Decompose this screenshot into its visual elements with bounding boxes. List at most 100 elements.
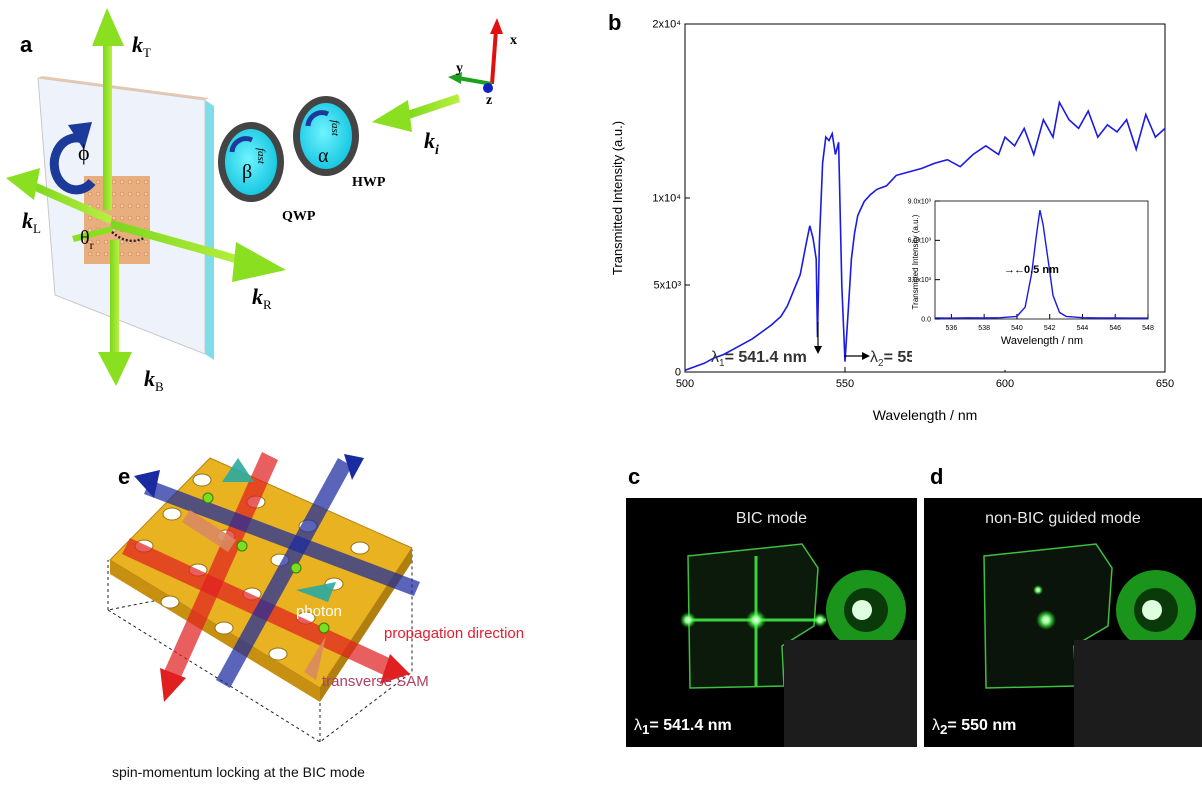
theta-ref-arrow <box>72 226 112 242</box>
chart-b-ylabel: Transmitted Intensity (a.u.) <box>610 121 625 275</box>
axis-y-line <box>457 76 493 86</box>
qwp-fast-label: fast <box>255 148 267 165</box>
panel-a-schematic: kT kL kR kB ki ϕ θr β α fast fast QWP HW… <box>6 8 517 394</box>
inset-xlabel: Wavelength / nm <box>1001 335 1083 347</box>
transverse-sam-label: transverse SAM <box>322 673 429 690</box>
k-i-label: ki <box>424 128 439 158</box>
chart-b-xtick-label-3: 650 <box>1156 378 1174 390</box>
hwp-plate <box>300 103 352 169</box>
inset-fwhm-arrow-right: → <box>1004 264 1015 276</box>
panel-e-schematic: photon propagation direction transverse … <box>106 452 524 743</box>
inset-xtick-label-1: 538 <box>978 325 990 332</box>
red-beam-2 <box>162 452 278 684</box>
k-T-arrowhead <box>92 8 124 46</box>
panel-d-scene <box>983 543 1202 747</box>
inset-background <box>912 188 1162 370</box>
panel-d-title: non-BIC guided mode <box>985 510 1141 527</box>
k-L-label: kL <box>22 208 41 236</box>
qwp-label: QWP <box>282 209 316 224</box>
alpha-label: α <box>318 145 329 167</box>
k-B-arrowhead <box>98 352 132 386</box>
k-T-arrow <box>103 40 112 210</box>
lambda1-annotation: λ1= 541.4 nm <box>711 349 807 369</box>
panel-letter-b: b <box>608 10 622 35</box>
k-R-arrowhead <box>232 242 286 282</box>
hwp-label: HWP <box>352 175 386 190</box>
inset-fwhm-arrow-left: ← <box>1014 264 1025 276</box>
axis-y-head <box>448 72 462 84</box>
panel-letter-c: c <box>628 464 641 489</box>
spectrum-series-line <box>684 99 1166 372</box>
phi-arrowhead <box>68 122 92 150</box>
axis-y-label: y <box>456 61 463 76</box>
lambda1-arrowhead <box>814 346 822 354</box>
k-i-arrowhead <box>372 100 412 132</box>
chart-b-xlabel: Wavelength / nm <box>873 407 978 423</box>
blue-beam-2-head <box>344 454 364 480</box>
inset-frame <box>934 200 1149 320</box>
panel-d-photo: non-BIC guided mode λ2= 550 nm <box>924 498 1202 747</box>
panel-c-photo: BIC mode λ1= 541.4 nm <box>626 498 917 747</box>
chart-b-ytick-label-3: 2x10⁴ <box>652 19 681 31</box>
inset-xtick-label-5: 546 <box>1109 325 1121 332</box>
axis-z-dot <box>483 83 493 93</box>
chart-b-ytick-label-0: 0 <box>675 367 681 379</box>
panel-c-title: BIC mode <box>735 510 808 527</box>
sam-arrow-2 <box>296 582 336 602</box>
inset-ytick-label-3: 9.0x10³ <box>908 198 932 205</box>
theta-label: θr <box>80 227 94 252</box>
red-beam-2-head <box>160 668 186 702</box>
inset-ylabel: Transmitted Intensity (a.u.) <box>911 214 920 309</box>
chart-b-ytick-label-2: 1x10⁴ <box>652 193 681 205</box>
k-B-arrow <box>110 240 119 360</box>
panel-letter-d: d <box>930 464 944 489</box>
photons <box>202 492 330 634</box>
slab-front-edge <box>110 560 320 702</box>
panel-letter-a: a <box>20 32 33 57</box>
k-R-arrow <box>110 220 248 266</box>
inset-ytick-label-0: 0.0 <box>921 316 931 323</box>
chart-b-xtick-label-0: 500 <box>676 378 694 390</box>
slab-side <box>205 100 214 360</box>
axis-x-head <box>490 18 503 34</box>
panel-d-wavelength-label: λ2= 550 nm <box>932 716 1017 737</box>
beta-label: β <box>242 161 252 183</box>
panel-e-caption: spin-momentum locking at the BIC mode <box>112 764 365 780</box>
propagation-direction-label: propagation direction <box>384 625 524 642</box>
qwp-plate <box>225 129 277 195</box>
lambda2-arrowhead <box>862 352 870 360</box>
inset-fwhm-annotation: 0.5 nm <box>1024 264 1059 276</box>
chart-b-ytick-label-1: 5x10³ <box>653 280 681 292</box>
blue-beam-1 <box>144 480 420 596</box>
k-B-label: kB <box>144 366 164 394</box>
qwp-rotation-arrow <box>229 136 254 153</box>
k-R-label: kR <box>252 284 272 312</box>
phi-rotation-arrow <box>49 133 96 195</box>
axis-x-line <box>490 29 498 85</box>
axis-z-label: z <box>486 93 492 108</box>
chart-b-xtick-label-1: 550 <box>836 378 854 390</box>
inset-xtick-label-2: 540 <box>1011 325 1023 332</box>
panel-c-scene <box>680 543 917 747</box>
blue-beam-2 <box>216 458 352 688</box>
panel-b-chart: 0 5x10³ 1x10⁴ 2x10⁴ 500 550 600 650 Transmitte… <box>610 19 1174 423</box>
phi-label: ϕ <box>78 140 90 165</box>
inset-ytick-label-1: 3.0x10³ <box>908 277 932 284</box>
k-i-arrow <box>404 94 460 120</box>
k-L-arrowhead <box>6 168 40 200</box>
inset-xtick-label-3: 542 <box>1044 325 1056 332</box>
k-L-arrow <box>28 180 112 224</box>
inset-ytick-label-2: 6.0x10³ <box>908 238 932 245</box>
red-beam-1-head <box>380 654 410 684</box>
blue-beam-1-head <box>134 470 160 498</box>
sam-arrow-3 <box>304 636 326 680</box>
panel-letter-e: e <box>118 464 131 489</box>
photon-label: photon <box>296 603 342 620</box>
panel-c-wavelength-label: λ1= 541.4 nm <box>634 716 732 737</box>
hwp-fast-label: fast <box>329 120 341 137</box>
k-T-label: kT <box>132 32 151 60</box>
hwp-rotation-arrow <box>305 110 330 127</box>
inset-xtick-label-4: 544 <box>1077 325 1089 332</box>
slab-top <box>38 76 209 100</box>
axis-x-label: x <box>510 33 517 48</box>
